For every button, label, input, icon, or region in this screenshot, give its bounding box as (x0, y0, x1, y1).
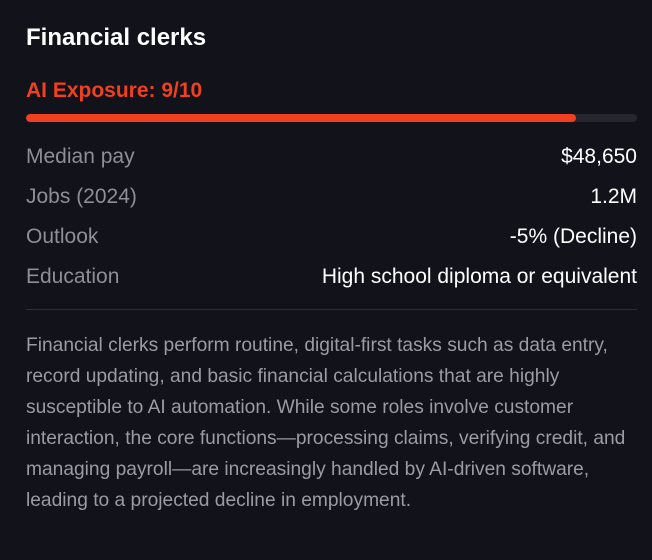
stat-row-jobs: Jobs (2024) 1.2M (26, 184, 637, 210)
stat-row-education: Education High school diploma or equival… (26, 264, 637, 290)
stat-value: 1.2M (590, 185, 637, 208)
stat-value: -5% (Decline) (509, 225, 637, 248)
ai-exposure-bar (26, 114, 637, 122)
divider (26, 309, 637, 310)
stat-row-outlook: Outlook -5% (Decline) (26, 224, 637, 250)
stat-label: Outlook (26, 225, 99, 248)
occupation-description: Financial clerks perform routine, digita… (26, 335, 626, 511)
ai-exposure-label: AI Exposure: 9/10 (26, 79, 203, 102)
stat-row-median-pay: Median pay $48,650 (26, 144, 637, 170)
occupation-title: Financial clerks (26, 24, 207, 51)
stat-value: High school diploma or equivalent (321, 265, 637, 288)
stat-label: Jobs (2024) (26, 185, 137, 208)
ai-exposure-bar-fill (26, 114, 576, 122)
stat-value: $48,650 (561, 145, 637, 168)
stat-label: Median pay (26, 145, 135, 168)
stat-label: Education (26, 265, 120, 288)
